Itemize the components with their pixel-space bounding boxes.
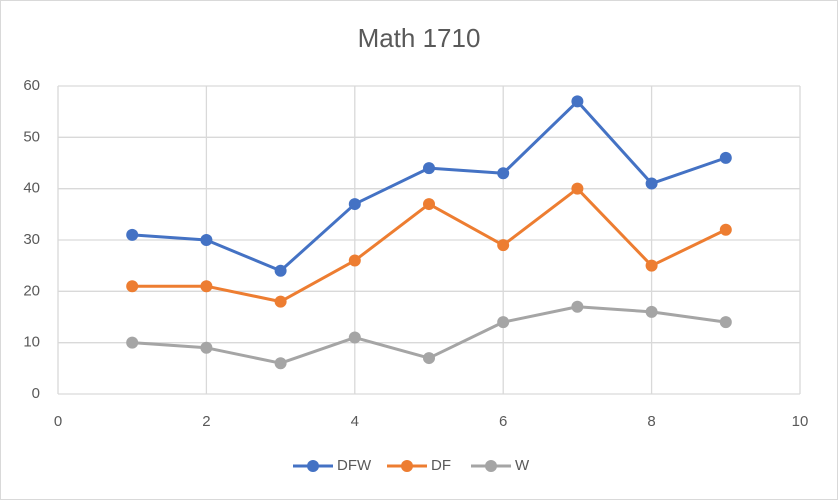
data-point: [348, 198, 361, 211]
data-point: [423, 162, 435, 175]
y-tick-label: 0: [32, 385, 40, 402]
data-point: [497, 239, 510, 252]
data-point: [571, 300, 584, 313]
y-tick-label: 30: [23, 231, 40, 248]
data-point: [274, 357, 287, 370]
data-point: [645, 259, 658, 272]
data-point: [200, 341, 213, 354]
x-tick-label: 6: [499, 413, 507, 430]
legend-label: DF: [431, 457, 451, 474]
data-point: [274, 295, 287, 308]
data-point: [645, 305, 658, 318]
y-tick-label: 60: [23, 77, 40, 94]
data-point: [423, 352, 435, 365]
data-point: [274, 264, 287, 277]
data-point: [200, 280, 213, 293]
legend-label: DFW: [337, 457, 372, 474]
data-point: [423, 198, 435, 211]
chart-title: Math 1710: [358, 23, 481, 53]
y-tick-label: 20: [23, 282, 40, 299]
data-point: [571, 95, 584, 108]
data-point: [126, 336, 139, 349]
x-tick-label: 2: [202, 413, 210, 430]
x-tick-label: 4: [351, 413, 359, 430]
data-point: [719, 316, 732, 329]
x-tick-label: 0: [54, 413, 62, 430]
data-point: [719, 151, 732, 164]
data-point: [126, 228, 139, 241]
y-tick-label: 10: [23, 334, 40, 351]
data-point: [348, 254, 361, 267]
x-tick-label: 10: [792, 413, 809, 430]
data-point: [200, 234, 213, 246]
data-point: [497, 316, 510, 329]
x-tick-label: 8: [647, 413, 655, 430]
y-tick-label: 40: [23, 180, 40, 197]
legend-marker: [307, 460, 319, 472]
legend-marker: [401, 460, 413, 472]
legend-label: W: [515, 457, 530, 474]
data-point: [719, 223, 732, 236]
data-point: [348, 331, 361, 344]
data-point: [497, 167, 510, 180]
data-point: [571, 182, 584, 195]
data-point: [645, 177, 658, 190]
y-tick-label: 50: [23, 128, 40, 145]
data-point: [126, 280, 139, 293]
legend-marker: [485, 460, 497, 472]
